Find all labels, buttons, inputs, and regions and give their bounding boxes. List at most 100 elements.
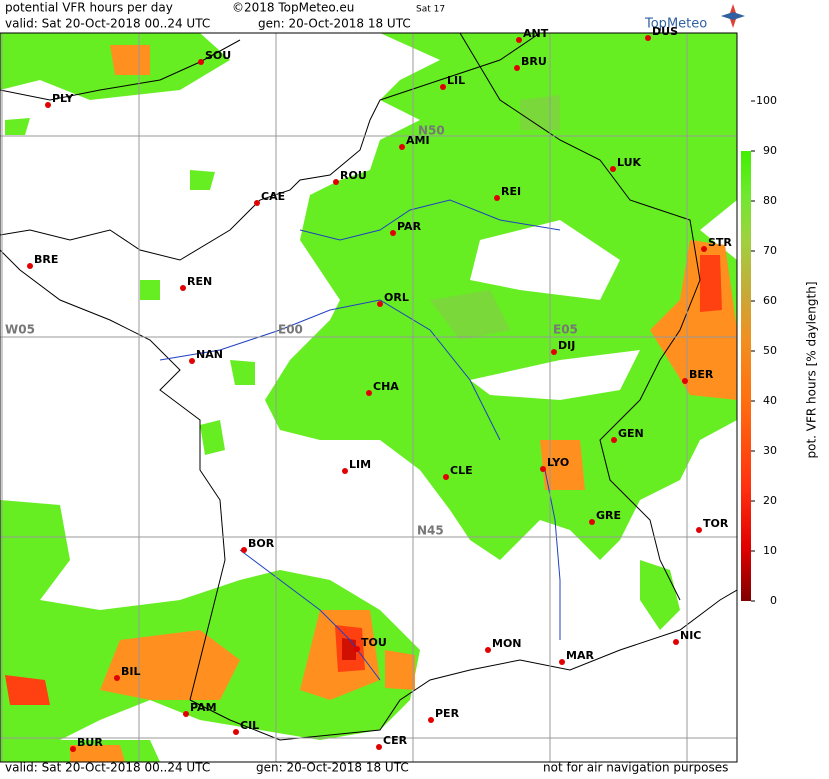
city-dot [682, 378, 688, 384]
city-dot [551, 349, 557, 355]
footer-valid: valid: Sat 20-Oct-2018 00..24 UTC [5, 761, 210, 775]
city-dot [27, 263, 33, 269]
city-dot [701, 246, 707, 252]
city-label: BIL [121, 665, 141, 678]
city-dot [559, 659, 565, 665]
colorbar-label: pot. VFR hours [% daylength] [805, 281, 819, 458]
city-dot [516, 37, 522, 43]
colorbar-tick-label: 100 [756, 94, 777, 107]
city-dot [241, 547, 247, 553]
city-dot [514, 65, 520, 71]
city-dot [399, 144, 405, 150]
colorbar-tick-label: 30 [763, 444, 777, 457]
colorbar-tick-label: 10 [763, 544, 777, 557]
city-dot [673, 639, 679, 645]
city-label: MON [492, 637, 522, 650]
city-dot [485, 647, 491, 653]
city-dot [376, 744, 382, 750]
city-dot [45, 102, 51, 108]
city-label: SOU [205, 49, 231, 62]
copyright: ©2018 TopMeteo.eu [232, 1, 354, 15]
city-dot [180, 285, 186, 291]
grid-label: W05 [5, 323, 35, 337]
city-label: REI [501, 185, 521, 198]
city-label: LYO [547, 456, 569, 469]
city-label: MAR [566, 649, 594, 662]
city-label: PER [435, 707, 460, 720]
colorbar-tick-label: 50 [763, 344, 777, 357]
city-dot [390, 230, 396, 236]
grid-label: E00 [278, 323, 303, 337]
colorbar-tick-label: 80 [763, 194, 777, 207]
city-dot [611, 437, 617, 443]
logo: TopMeteo [644, 17, 707, 32]
grid-label: N45 [417, 524, 444, 538]
city-label: LIL [447, 74, 465, 87]
city-label: CIL [240, 719, 259, 732]
city-label: CER [383, 734, 408, 747]
city-dot [114, 675, 120, 681]
gen: gen: 20-Oct-2018 18 UTC [258, 17, 411, 31]
city-dot [189, 358, 195, 364]
colorbar [741, 151, 751, 601]
city-label: ANT [523, 27, 549, 40]
city-label: CLE [450, 464, 473, 477]
graticule [0, 33, 737, 762]
city-label: PAM [190, 701, 217, 714]
run: Sat 17 [416, 5, 445, 15]
city-label: BRE [34, 253, 58, 266]
valid: valid: Sat 20-Oct-2018 00..24 UTC [5, 17, 210, 31]
city-label: STR [708, 236, 732, 249]
city-label: CAE [261, 190, 285, 203]
city-dot [443, 474, 449, 480]
city-label: NAN [196, 348, 223, 361]
footer-note: not for air navigation purposes [543, 761, 728, 775]
city-dot [610, 166, 616, 172]
city-dot [377, 301, 383, 307]
city-dot [440, 84, 446, 90]
city-dot [198, 59, 204, 65]
city-label: NIC [680, 629, 701, 642]
city-label: TOU [361, 636, 387, 649]
city-label: PAR [397, 220, 422, 233]
city-dot [494, 195, 500, 201]
title: potential VFR hours per day [5, 1, 173, 15]
field [0, 33, 737, 762]
city-label: GRE [596, 509, 621, 522]
logo-icon [721, 4, 745, 28]
city-dot [428, 717, 434, 723]
city-dot [233, 729, 239, 735]
city-label: LUK [617, 156, 642, 169]
city-label: BUR [77, 736, 103, 749]
colorbar-tick-label: 40 [763, 394, 777, 407]
city-label: ORL [384, 291, 409, 304]
map-frame [0, 32, 738, 763]
colorbar-tick-label: 70 [763, 244, 777, 257]
city-label: AMI [406, 134, 430, 147]
city-label: CHA [373, 380, 399, 393]
city-label: BRU [521, 55, 547, 68]
city-label: DUS [652, 25, 678, 38]
city-dot [589, 519, 595, 525]
city-dot [342, 468, 348, 474]
city-dot [354, 646, 360, 652]
city-label: LIM [349, 458, 371, 471]
grid-label: N50 [418, 124, 445, 138]
city-label: BER [689, 368, 714, 381]
city-dot [333, 179, 339, 185]
colorbar-tick-label: 20 [763, 494, 777, 507]
city-label: ROU [340, 169, 367, 182]
city-dot [696, 527, 702, 533]
city-dot [183, 711, 189, 717]
city-label: BOR [248, 537, 275, 550]
city-dot [645, 35, 651, 41]
colorbar-tick-label: 90 [763, 144, 777, 157]
city-label: DIJ [558, 339, 575, 352]
grid-label: E05 [553, 323, 578, 337]
city-label: REN [187, 275, 212, 288]
city-label: PLY [52, 92, 74, 105]
footer-gen: gen: 20-Oct-2018 18 UTC [256, 761, 409, 775]
city-dot [70, 746, 76, 752]
city-label: GEN [618, 427, 644, 440]
